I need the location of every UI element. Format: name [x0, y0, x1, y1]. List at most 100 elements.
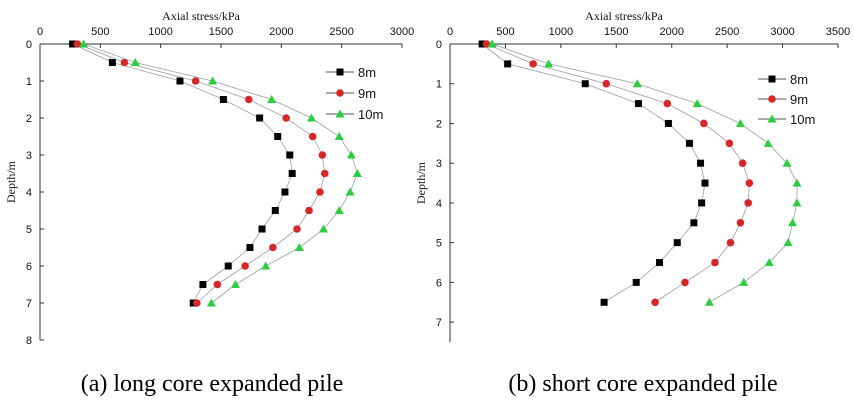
x-tick-label: 1000: [549, 26, 573, 38]
y-axis-label: Depth/m: [4, 160, 18, 203]
series-line: [77, 43, 326, 304]
data-point: [308, 132, 317, 141]
data-point: [711, 258, 719, 267]
y-tick-label: 6: [436, 277, 442, 289]
data-point: [267, 95, 277, 103]
data-point: [656, 259, 664, 267]
data-point: [487, 39, 497, 48]
y-tick-label: 0: [436, 39, 442, 51]
data-point: [764, 258, 774, 267]
y-tick-label: 7: [26, 298, 32, 310]
data-point: [258, 225, 266, 233]
series-8m: [69, 40, 296, 307]
data-point: [108, 59, 116, 66]
legend-marker: [336, 68, 344, 76]
x-tick-label: 2000: [269, 26, 293, 38]
series-line: [481, 43, 706, 303]
data-point: [651, 298, 659, 307]
x-tick-label: 1500: [209, 26, 233, 38]
x-tick-label: 1000: [148, 26, 172, 38]
data-point: [632, 278, 640, 286]
data-point: [736, 219, 745, 227]
x-tick-label: 500: [496, 26, 514, 38]
data-point: [271, 207, 279, 214]
y-tick-label: 3: [436, 158, 442, 170]
legend-label: 10m: [790, 112, 815, 127]
data-point: [782, 158, 792, 167]
series-10m: [487, 39, 802, 306]
data-point: [685, 139, 693, 147]
data-point: [130, 58, 140, 66]
data-point: [208, 76, 218, 85]
data-point: [319, 224, 329, 233]
data-point: [294, 243, 304, 251]
legend-marker: [336, 89, 344, 97]
data-point: [504, 60, 512, 68]
data-point: [744, 199, 753, 207]
legend-marker: [767, 114, 777, 123]
x-tick-label: 3000: [390, 26, 414, 38]
y-tick-label: 4: [26, 187, 32, 199]
data-point: [334, 206, 344, 214]
data-point: [725, 139, 734, 148]
data-point: [704, 297, 714, 306]
x-tick-label: 2500: [715, 26, 739, 38]
data-point: [529, 60, 537, 68]
data-point: [738, 159, 747, 167]
x-tick-label: 1500: [604, 26, 628, 38]
y-tick-label: 5: [436, 238, 442, 250]
data-point: [634, 100, 642, 108]
y-tick-label: 4: [436, 198, 442, 210]
legend-label: 9m: [358, 86, 376, 101]
data-point: [230, 280, 240, 288]
data-point: [206, 298, 216, 307]
data-point: [246, 244, 254, 251]
data-point: [681, 278, 689, 287]
y-tick-label: 2: [436, 118, 442, 130]
data-point: [690, 219, 698, 227]
chart-short-core: 0 500 1000 1500 2000 2500 3000 3500 0 1 2 3 4 5 6 7 Axia…: [414, 9, 850, 342]
data-point: [282, 114, 290, 122]
data-point: [219, 96, 227, 103]
x-tick-label: 0: [37, 26, 43, 38]
data-point: [698, 199, 706, 207]
x-tick-label: 3000: [770, 26, 794, 38]
data-point: [73, 40, 82, 48]
data-point: [286, 151, 294, 159]
legend-label: 8m: [358, 65, 376, 80]
data-point: [213, 280, 222, 289]
x-tick-label: 3500: [826, 26, 850, 38]
data-point: [352, 169, 362, 177]
series-line: [83, 43, 358, 304]
series-10m: [78, 39, 362, 307]
data-point: [281, 188, 289, 196]
chart-long-core: 0 500 1000 1500 2000 2500 3000 0 1 2 3 4 5 6 7 8 Axial s…: [4, 9, 414, 347]
y-tick-label: 5: [26, 224, 32, 236]
x-tick-label: 2000: [659, 26, 683, 38]
data-point: [697, 159, 705, 167]
data-point: [739, 277, 749, 286]
data-point: [345, 187, 355, 196]
data-point: [176, 77, 184, 85]
x-axis-label: Axial stress/kPa: [162, 9, 240, 23]
data-point: [224, 262, 232, 270]
series-line: [486, 43, 750, 303]
legend-marker: [335, 109, 345, 118]
data-point: [293, 225, 301, 233]
y-tick-label: 0: [26, 39, 32, 51]
data-point: [318, 151, 327, 159]
data-point: [745, 179, 754, 187]
data-point: [307, 113, 316, 122]
data-point: [673, 239, 681, 247]
data-point: [78, 39, 88, 48]
data-point: [700, 119, 708, 128]
x-tick-label: 0: [447, 26, 453, 38]
data-point: [120, 58, 129, 67]
data-point: [600, 298, 608, 306]
y-tick-label: 8: [26, 335, 32, 347]
data-point: [241, 262, 249, 270]
data-point: [261, 261, 271, 270]
y-tick-label: 1: [26, 76, 32, 88]
data-point: [191, 77, 200, 85]
